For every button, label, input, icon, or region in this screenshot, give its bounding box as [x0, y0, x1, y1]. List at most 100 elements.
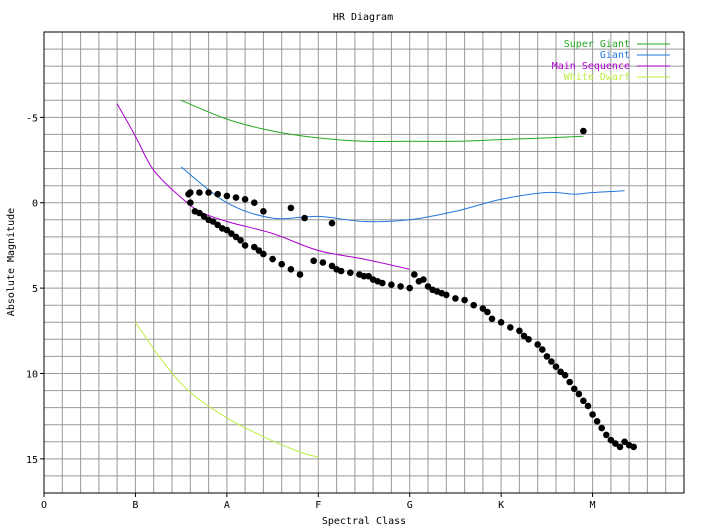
- star-point: [232, 194, 240, 201]
- star-point: [388, 281, 395, 289]
- star-point: [598, 424, 605, 432]
- star-point: [580, 127, 587, 135]
- star-point: [301, 214, 308, 222]
- star-point: [214, 221, 221, 229]
- star-point: [452, 295, 459, 302]
- star-point: [310, 257, 318, 265]
- star-point: [319, 259, 327, 266]
- star-point: [507, 324, 514, 331]
- star-point: [251, 199, 258, 206]
- star-point: [269, 255, 276, 263]
- star-point: [612, 440, 619, 447]
- star-point: [241, 196, 249, 203]
- x-tick-label: G: [407, 500, 413, 511]
- star-point: [424, 283, 432, 290]
- legend-label-giant: Giant: [600, 50, 630, 61]
- star-point: [379, 279, 386, 287]
- star-point: [411, 271, 418, 278]
- star-point: [255, 247, 263, 254]
- star-point: [461, 296, 468, 304]
- star-point: [566, 378, 573, 386]
- star-point: [223, 192, 231, 200]
- star-point: [214, 190, 221, 198]
- y-tick-label: 5: [32, 284, 38, 295]
- star-point: [548, 358, 555, 365]
- star-point: [616, 443, 624, 451]
- star-points: [185, 127, 637, 451]
- star-point: [621, 438, 628, 446]
- star-point: [365, 272, 372, 280]
- star-point: [187, 189, 194, 196]
- star-point: [580, 397, 587, 405]
- star-point: [607, 436, 615, 444]
- super-giant-line: [180, 99, 584, 143]
- star-point: [497, 319, 505, 326]
- star-point: [534, 341, 541, 348]
- star-point: [347, 269, 354, 277]
- star-point: [200, 213, 208, 220]
- star-point: [571, 385, 578, 393]
- main-sequence-line: [116, 103, 410, 270]
- star-point: [232, 233, 240, 241]
- star-point: [488, 315, 496, 323]
- star-point: [397, 283, 404, 290]
- star-point: [593, 418, 601, 425]
- star-point: [406, 284, 414, 292]
- star-point: [251, 243, 258, 251]
- star-point: [360, 272, 368, 280]
- star-point: [237, 237, 244, 244]
- star-point: [260, 250, 267, 258]
- star-point: [561, 371, 569, 379]
- star-point: [328, 219, 336, 227]
- star-point: [205, 189, 212, 196]
- star-point: [539, 346, 546, 353]
- star-point: [516, 327, 523, 335]
- star-point: [484, 308, 491, 316]
- star-point: [557, 368, 564, 376]
- grid: [43, 31, 685, 494]
- star-point: [589, 411, 596, 418]
- star-point: [287, 266, 295, 273]
- x-tick-label: A: [224, 500, 230, 511]
- y-tick-label: 0: [32, 199, 38, 210]
- y-axis-ticks: -5 0 5 10 15: [26, 113, 44, 466]
- plot-frame: [43, 31, 685, 494]
- star-point: [260, 208, 267, 215]
- star-point: [196, 189, 203, 196]
- star-point: [328, 262, 336, 270]
- y-axis-label: Absolute Magnitude: [6, 208, 17, 316]
- x-tick-label: B: [132, 500, 138, 511]
- star-point: [337, 267, 345, 275]
- star-point: [196, 209, 203, 217]
- star-point: [470, 301, 478, 309]
- star-point: [296, 271, 304, 278]
- legend-label-main-sequence: Main Sequence: [552, 61, 630, 72]
- star-point: [278, 260, 286, 268]
- y-tick-label: 10: [26, 369, 38, 380]
- star-point: [187, 199, 194, 206]
- star-point: [584, 402, 592, 410]
- x-tick-label: F: [315, 500, 321, 511]
- white-dwarf-line: [134, 322, 319, 458]
- star-point: [543, 353, 551, 360]
- x-tick-label: K: [498, 500, 504, 511]
- x-tick-label: M: [590, 500, 596, 511]
- x-tick-label: O: [41, 500, 47, 511]
- star-point: [241, 242, 249, 249]
- star-point: [420, 276, 427, 283]
- star-point: [479, 305, 487, 312]
- series-lines: [116, 99, 625, 458]
- legend-label-white-dwarf: White Dwarf: [564, 72, 630, 83]
- star-point: [223, 226, 231, 234]
- star-point: [603, 431, 610, 439]
- chart-title: HR Diagram: [333, 12, 393, 23]
- star-point: [520, 332, 528, 340]
- star-point: [209, 218, 217, 225]
- y-tick-label: -5: [26, 113, 38, 124]
- star-point: [228, 230, 235, 237]
- x-axis-label: Spectral Class: [322, 516, 406, 527]
- star-point: [552, 363, 560, 371]
- giant-line: [180, 166, 625, 223]
